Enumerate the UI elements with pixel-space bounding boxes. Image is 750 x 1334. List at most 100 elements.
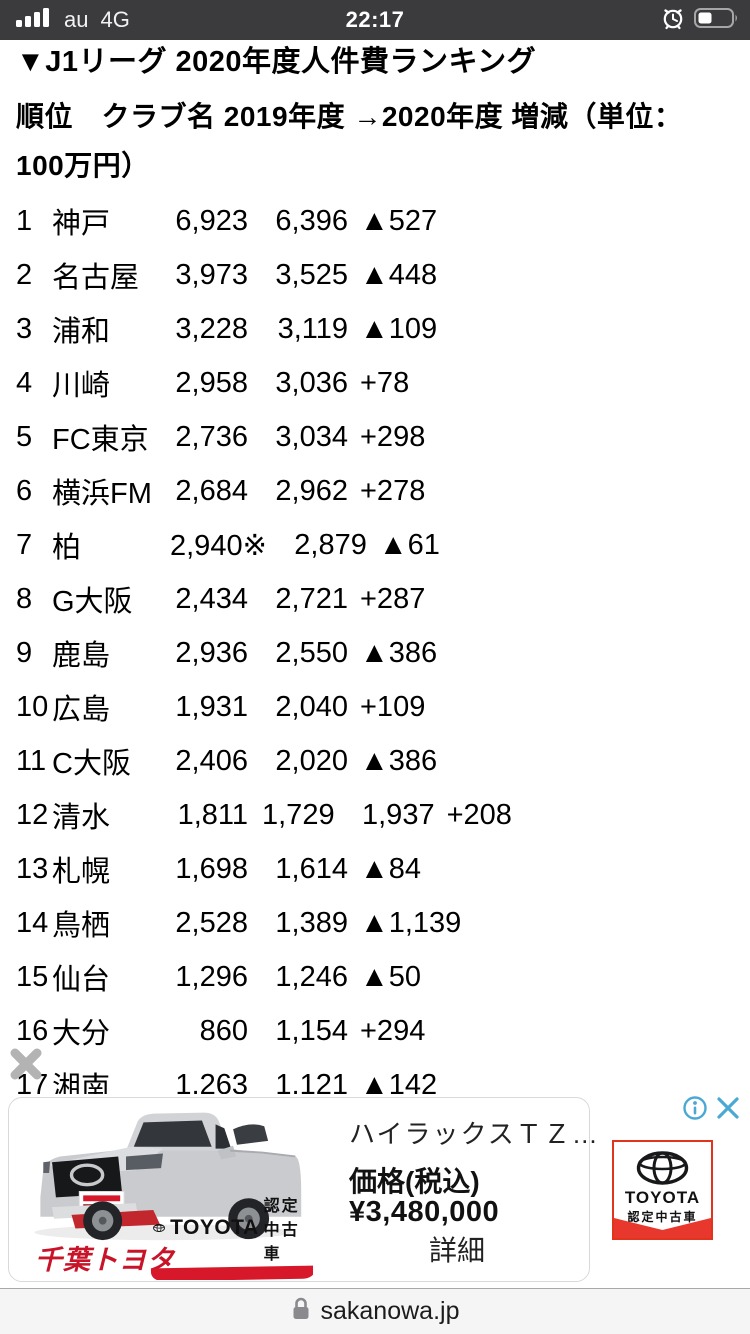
row-club-name: 清水 xyxy=(52,802,111,834)
network-type-label: 4G xyxy=(100,7,130,32)
ad-headline[interactable]: ハイラックスＴＺ… xyxy=(349,1119,600,1149)
row-club-name: 横浜FM xyxy=(52,478,152,510)
row-diff-value: ▲109 xyxy=(360,312,438,345)
row-rank: 16 xyxy=(16,1014,49,1047)
battery-icon xyxy=(694,6,740,35)
row-club-name: 名古屋 xyxy=(52,262,140,294)
status-bar: au 4G 22:17 xyxy=(0,0,750,40)
row-2019-value: 2,736 xyxy=(175,420,248,453)
row-2019-value: 3,228 xyxy=(175,312,248,345)
row-diff-value: ▲386 xyxy=(360,744,438,777)
table-row: 16 大分 860 1,154 +294 xyxy=(16,1004,734,1058)
row-2020-value: 3,034 xyxy=(275,420,348,453)
row-2020-value: 3,036 xyxy=(275,366,348,399)
row-2019-value: 2,406 xyxy=(175,744,248,777)
row-rank: 13 xyxy=(16,852,49,885)
site-domain: sakanowa.jp xyxy=(320,1297,460,1325)
row-2020-value: 3,119 xyxy=(277,312,348,345)
table-row: 7 柏 2,940※ 2,879 ▲61 xyxy=(16,518,734,572)
row-diff-value: ▲448 xyxy=(360,258,438,291)
red-swoosh-decoration xyxy=(150,1265,313,1280)
row-2019-value: 2,528 xyxy=(175,906,248,939)
ad-detail-link[interactable]: 詳細 xyxy=(428,1235,485,1266)
row-club-name: C大阪 xyxy=(52,748,131,780)
adchoices-controls xyxy=(682,1094,742,1127)
row-2019-value: 3,973 xyxy=(175,258,248,291)
page-title: ▼J1リーグ 2020年度人件費ランキング xyxy=(16,46,537,78)
row-rank: 12 xyxy=(16,798,49,831)
article-body: ▼J1リーグ 2020年度人件費ランキング 順位 クラブ名 2019年度 →20… xyxy=(0,40,750,1112)
table-row: 12 清水 1,811 1,729 1,937 +208 xyxy=(16,788,734,842)
row-diff-value: +208 xyxy=(446,798,512,831)
ad-info-icon[interactable] xyxy=(682,1095,708,1126)
row-2020-value: 1,389 xyxy=(275,906,348,939)
row-rank: 10 xyxy=(16,690,49,723)
row-rank: 3 xyxy=(16,312,33,345)
table-row: 9 鹿島 2,936 2,550 ▲386 xyxy=(16,626,734,680)
row-2019-value: 2,940※ xyxy=(170,529,267,562)
table-row: 2 名古屋 3,973 3,525 ▲448 xyxy=(16,248,734,302)
overlay-close-icon[interactable] xyxy=(6,1044,46,1084)
row-2020-value: 2,962 xyxy=(275,474,348,507)
table-header: 順位 クラブ名 2019年度 →2020年度 増減（単位： 100万円） xyxy=(16,92,734,190)
row-club-name: G大阪 xyxy=(52,586,133,618)
row-club-name: 鳥栖 xyxy=(52,910,111,942)
row-diff-value: +278 xyxy=(360,474,426,507)
table-row: 14 鳥栖 2,528 1,389 ▲1,139 xyxy=(16,896,734,950)
row-club-name: 札幌 xyxy=(52,856,111,888)
badge-red-ribbon xyxy=(614,1218,711,1238)
row-club-name: 仙台 xyxy=(52,964,111,996)
ad-truck-image[interactable]: 千葉トヨタ TOYOTA 認定中古車 xyxy=(13,1100,313,1280)
row-2020-value: 1,154 xyxy=(275,1014,348,1047)
row-2020-value: 1,614 xyxy=(275,852,348,885)
row-2020-value: 2,721 xyxy=(275,582,348,615)
row-diff-value: +287 xyxy=(360,582,426,615)
row-rank: 15 xyxy=(16,960,49,993)
badge-brand-label: TOYOTA xyxy=(624,1188,701,1207)
table-row: 3 浦和 3,228 3,119 ▲109 xyxy=(16,302,734,356)
ad-card[interactable]: 千葉トヨタ TOYOTA 認定中古車 ハイラックスＴＺ… 価格(税込) ¥3,4… xyxy=(8,1097,598,1282)
row-2020-value: 6,396 xyxy=(275,204,348,237)
carrier-label: au xyxy=(64,7,89,32)
table-row: 8 G大阪 2,434 2,721 +287 xyxy=(16,572,734,626)
truck-illustration xyxy=(34,1112,302,1241)
row-2020-value: 1,937 xyxy=(362,798,435,831)
table-row: 5 FC東京 2,736 3,034 +298 xyxy=(16,410,734,464)
row-2020-value: 2,550 xyxy=(275,636,348,669)
table-row: 11 C大阪 2,406 2,020 ▲386 xyxy=(16,734,734,788)
alarm-icon xyxy=(660,5,686,36)
badge-cert-label: 認定中古車 xyxy=(627,1210,698,1224)
signal-strength-icon xyxy=(16,6,52,35)
table-header-line2: 100万円） xyxy=(16,150,150,181)
row-diff-value: ▲50 xyxy=(360,960,421,993)
ad-close-icon[interactable] xyxy=(714,1094,742,1127)
row-rank: 6 xyxy=(16,474,33,507)
row-diff-value: ▲386 xyxy=(360,636,438,669)
row-rank: 11 xyxy=(16,744,47,777)
table-row: 10 広島 1,931 2,040 +109 xyxy=(16,680,734,734)
cert-label: 認定中古車 xyxy=(263,1198,300,1263)
table-row: 4 川崎 2,958 3,036 +78 xyxy=(16,356,734,410)
row-rank: 4 xyxy=(16,366,33,399)
row-club-name: 川崎 xyxy=(52,370,111,402)
row-diff-value: ▲527 xyxy=(360,204,438,237)
ranking-rows: 1 神戸 6,923 6,396 ▲527 2 名古屋 3,973 3,525 … xyxy=(16,194,734,1112)
row-2019-value: 1,296 xyxy=(175,960,248,993)
row-rank: 8 xyxy=(16,582,33,615)
toyota-emblem-icon xyxy=(153,1224,165,1232)
row-rank: 7 xyxy=(16,528,33,561)
row-club-name: 神戸 xyxy=(52,208,111,240)
row-club-name: FC東京 xyxy=(52,424,149,456)
row-2020-value: 1,246 xyxy=(275,960,348,993)
toyota-certified-badge[interactable]: TOYOTA 認定中古車 xyxy=(612,1140,713,1240)
row-rank: 14 xyxy=(16,906,49,939)
browser-url-bar: sakanowa.jp xyxy=(0,1288,750,1334)
table-row: 13 札幌 1,698 1,614 ▲84 xyxy=(16,842,734,896)
row-diff-value: ▲1,139 xyxy=(360,906,462,939)
row-2020-value: 2,879 xyxy=(294,528,367,561)
row-2019-value: 860 xyxy=(199,1014,248,1047)
clock-time: 22:17 xyxy=(345,7,405,32)
ad-price: ¥3,480,000 xyxy=(349,1196,500,1228)
table-row: 15 仙台 1,296 1,246 ▲50 xyxy=(16,950,734,1004)
row-rank: 5 xyxy=(16,420,33,453)
